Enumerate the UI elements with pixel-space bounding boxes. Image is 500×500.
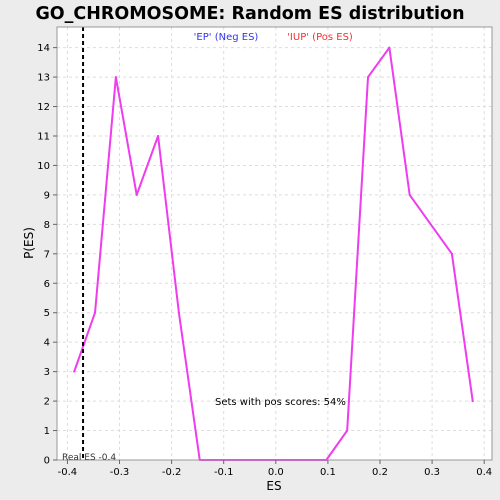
chart-title: GO_CHROMOSOME: Random ES distribution [35,4,464,24]
y-tick-label: 0 [44,456,50,467]
plot-frame [56,26,493,461]
plot-area [57,27,492,460]
y-tick-label: 8 [44,220,50,231]
y-tick-label: 7 [44,249,50,260]
y-tick-label: 3 [44,367,50,378]
x-tick-label: 0.0 [268,467,284,478]
data-point [388,46,391,49]
data-point [346,429,349,432]
y-tick-label: 1 [44,426,50,437]
x-axis-label: ES [266,479,281,493]
data-point [408,193,411,196]
y-tick-label: 12 [37,102,50,113]
legend-neg-es: 'EP' (Neg ES) [194,32,259,43]
y-tick-label: 5 [44,308,50,319]
x-tick-label: 0.2 [372,467,388,478]
y-tick-label: 6 [44,279,50,290]
x-tick-label: -0.1 [214,467,234,478]
data-point [135,193,138,196]
y-tick-label: 13 [37,73,50,84]
data-point [157,134,160,137]
x-tick-label: -0.4 [58,467,78,478]
y-tick-label: 4 [44,338,50,349]
y-axis-label: P(ES) [22,227,36,259]
data-point [114,76,117,79]
data-point [450,252,453,255]
data-point [367,76,370,79]
data-point [73,370,76,373]
real-es-label: Real ES -0.4 [62,453,116,463]
y-tick-label: 9 [44,190,50,201]
y-tick-label: 2 [44,397,50,408]
data-point [94,311,97,314]
x-tick-label: 0.3 [424,467,440,478]
x-tick-label: 0.1 [320,467,336,478]
pos-scores-annotation: Sets with pos scores: 54% [215,397,346,408]
x-tick-label: -0.2 [162,467,182,478]
x-tick-label: -0.3 [110,467,130,478]
x-tick-label: 0.4 [476,467,492,478]
y-tick-label: 10 [37,161,50,172]
data-point [471,400,474,403]
data-point [177,311,180,314]
legend-pos-es: 'IUP' (Pos ES) [287,32,353,43]
y-tick-label: 11 [37,131,50,142]
y-tick-label: 14 [37,43,50,54]
